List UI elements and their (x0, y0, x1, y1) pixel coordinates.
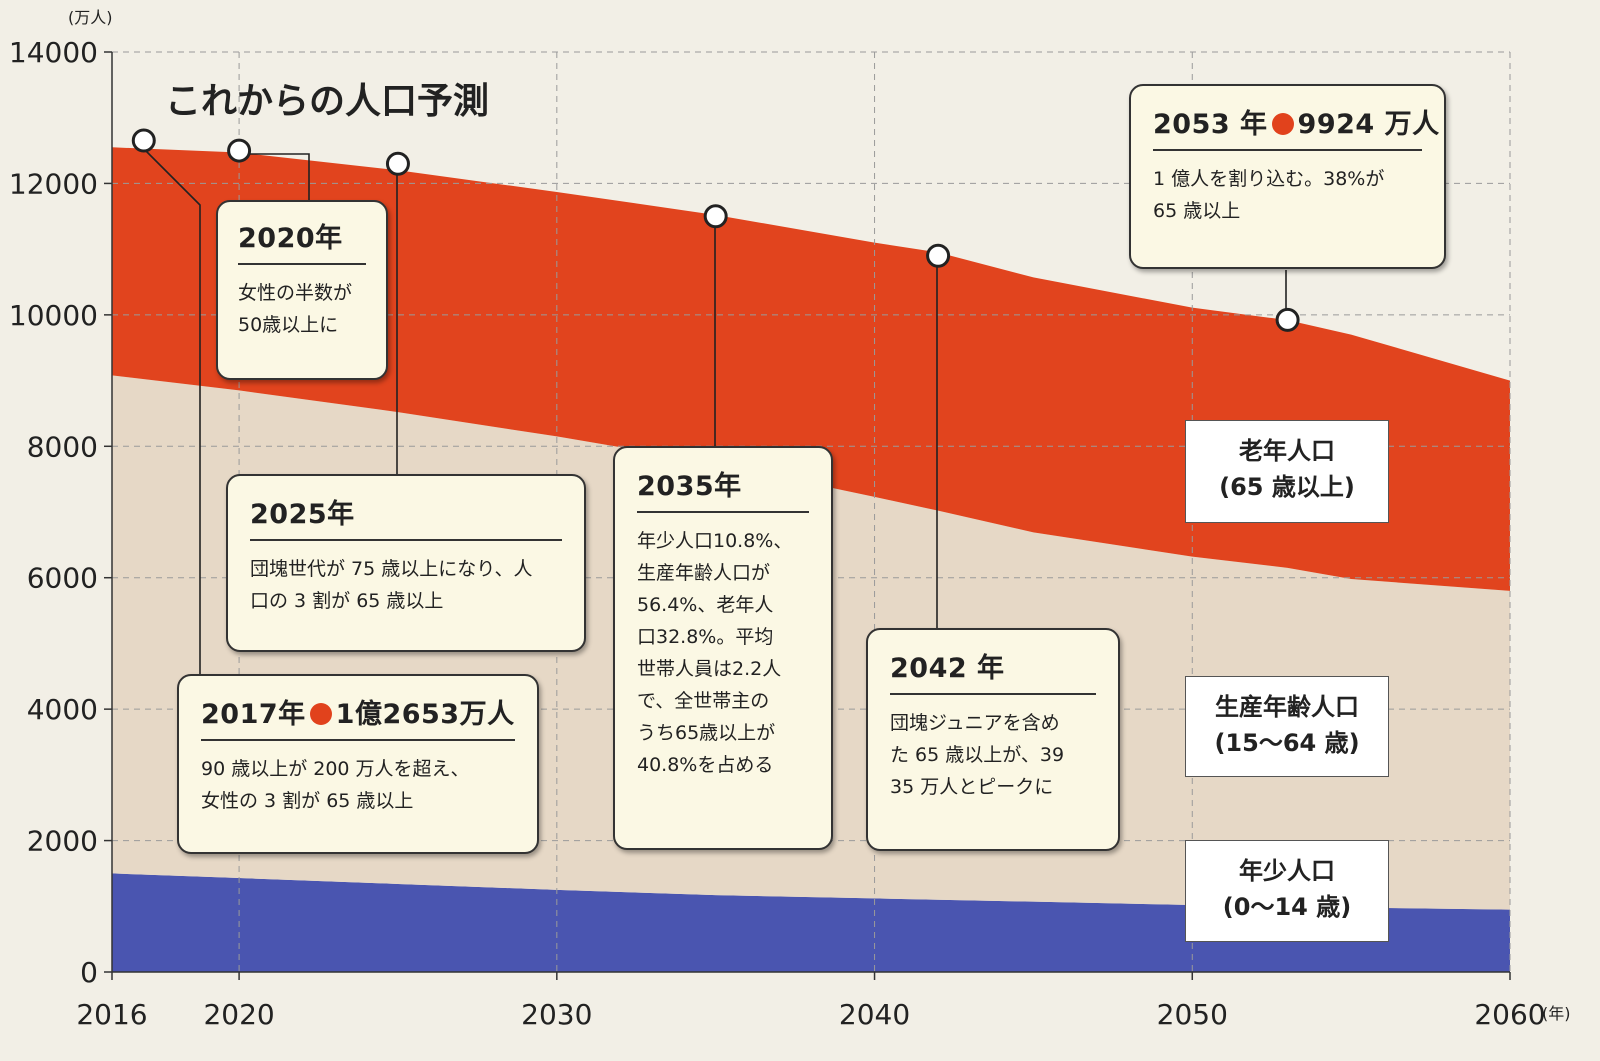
callout-2053-population: 9924 万人 (1297, 109, 1440, 140)
red-dot-icon (309, 703, 332, 725)
y-tick-label: 8000 (27, 430, 98, 463)
callout-2053: 2053 年 9924 万人 1 億人を割り込む。38%が 65 歳以上 (1129, 84, 1446, 269)
y-tick-label: 4000 (27, 693, 98, 726)
y-unit-label: (万人) (68, 8, 113, 27)
x-tick-label: 2016 (76, 998, 147, 1031)
x-unit-label: (年) (1542, 1004, 1571, 1023)
callout-2035-body: 年少人口10.8%、 生産年齢人口が 56.4%、老年人 口32.8%。平均 世… (637, 530, 793, 776)
legend-young-line1: 年少人口 (1239, 857, 1335, 885)
callout-2017-head: 2017年 1億2653万人 (201, 692, 515, 741)
legend-elderly-line1: 老年人口 (1239, 437, 1335, 465)
marker-point (703, 204, 728, 229)
callout-2042-head: 2042 年 (890, 646, 1096, 695)
marker-point (926, 243, 951, 268)
red-dot-icon (1271, 113, 1294, 135)
leader-line (237, 153, 310, 202)
callout-2025-body: 団塊世代が 75 歳以上になり、人 口の 3 割が 65 歳以上 (250, 558, 533, 612)
legend-working-line2: (15〜64 歳) (1214, 729, 1360, 757)
leader-line (142, 147, 201, 676)
marker-point (385, 151, 410, 176)
y-tick-label: 10000 (9, 299, 98, 332)
callout-2035: 2035年 年少人口10.8%、 生産年齢人口が 56.4%、老年人 口32.8… (613, 446, 833, 850)
x-tick-label: 2020 (203, 998, 274, 1031)
legend-elderly-line2: (65 歳以上) (1219, 473, 1355, 501)
legend-working-line1: 生産年齢人口 (1215, 693, 1359, 721)
callout-2020-head: 2020年 (238, 216, 366, 265)
callout-2042: 2042 年 団塊ジュニアを含め た 65 歳以上が、39 35 万人とピークに (866, 628, 1120, 851)
x-tick-label: 2030 (521, 998, 592, 1031)
area-series-0 (112, 873, 1510, 972)
marker-point (131, 128, 156, 153)
x-tick-label: 2050 (1157, 998, 1228, 1031)
callout-2025-head: 2025年 (250, 492, 562, 541)
legend-working: 生産年齢人口 (15〜64 歳) (1185, 676, 1389, 777)
callout-2017: 2017年 1億2653万人 90 歳以上が 200 万人を超え、 女性の 3 割… (177, 674, 539, 854)
callout-2017-body: 90 歳以上が 200 万人を超え、 女性の 3 割が 65 歳以上 (201, 758, 470, 812)
y-tick-label: 2000 (27, 825, 98, 858)
callout-2020: 2020年 女性の半数が 50歳以上に (216, 200, 388, 380)
x-tick-label: 2060 (1474, 998, 1545, 1031)
area-series-2 (112, 147, 1510, 591)
chart-title: これからの人口予測 (165, 81, 490, 122)
callout-2017-population: 1億2653万人 (335, 699, 515, 730)
legend-elderly: 老年人口 (65 歳以上) (1185, 420, 1389, 523)
y-tick-label: 14000 (9, 36, 98, 69)
callout-2035-head: 2035年 (637, 464, 809, 513)
callout-2053-year: 2053 年 (1153, 109, 1268, 140)
marker-point (227, 138, 252, 163)
y-tick-label: 12000 (9, 167, 98, 200)
callout-2053-head: 2053 年 9924 万人 (1153, 102, 1439, 151)
y-tick-label: 0 (80, 956, 98, 989)
legend-young-line2: (0〜14 歳) (1222, 893, 1352, 921)
callout-2025: 2025年 団塊世代が 75 歳以上になり、人 口の 3 割が 65 歳以上 (226, 474, 586, 652)
y-tick-label: 6000 (27, 562, 98, 595)
marker-point (1275, 307, 1300, 332)
callout-2053-body: 1 億人を割り込む。38%が 65 歳以上 (1153, 168, 1385, 222)
callout-2020-body: 女性の半数が 50歳以上に (238, 282, 353, 336)
callout-2042-body: 団塊ジュニアを含め た 65 歳以上が、39 35 万人とピークに (890, 712, 1065, 798)
legend-young: 年少人口 (0〜14 歳) (1185, 840, 1389, 942)
x-tick-label: 2040 (839, 998, 910, 1031)
callout-2017-year: 2017年 (201, 699, 306, 730)
